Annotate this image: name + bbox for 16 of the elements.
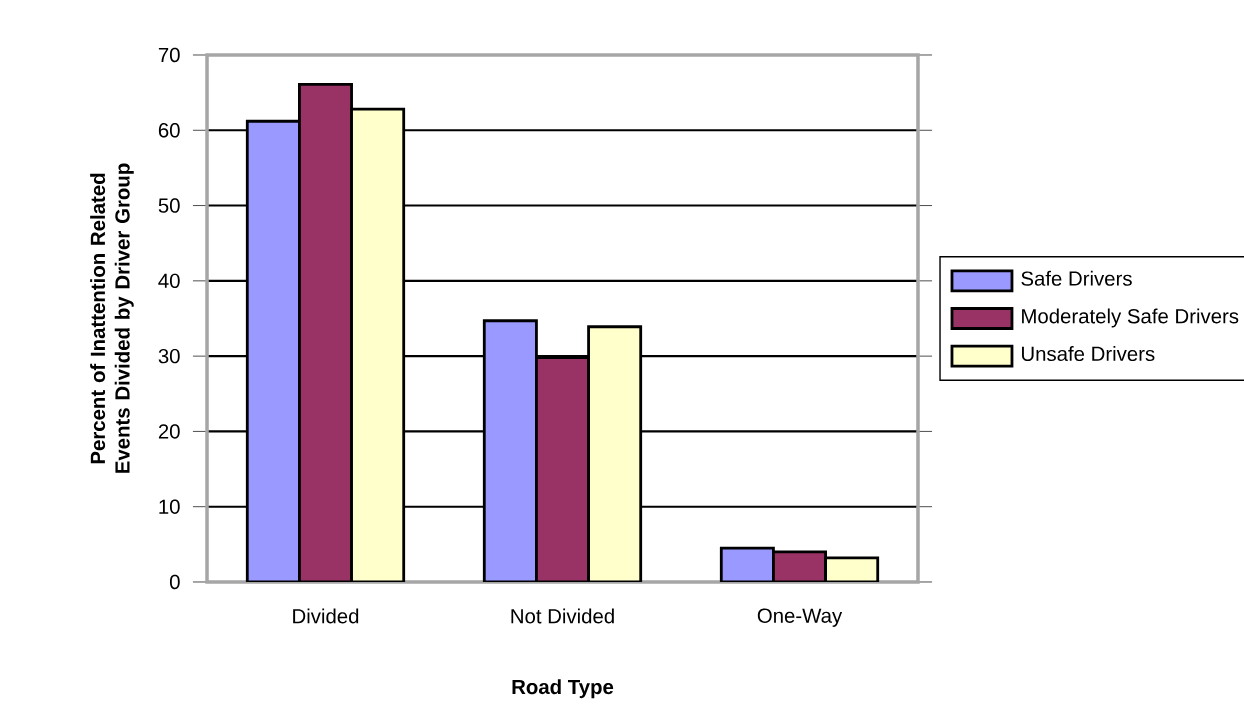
y-tick-label: 20 (158, 424, 180, 439)
y-tick-label: 30 (158, 348, 180, 364)
legend-label: Moderately Safe Drivers (1022, 308, 1239, 328)
y-tick-label: 60 (158, 123, 180, 138)
x-tick-label: Divided (293, 608, 359, 624)
y-tick-label: 40 (158, 273, 180, 289)
y-tick-label: 10 (159, 499, 180, 514)
legend-label: Safe Drivers (1021, 270, 1132, 286)
y-tick-label: 70 (158, 47, 180, 63)
y-tick-label: 50 (158, 198, 180, 213)
y-axis-title: Percent of Inattention Related Events Divided by Driver Group (90, 163, 134, 473)
y-tick-label: 0 (169, 574, 180, 590)
x-tick-label: One-Way (757, 608, 843, 627)
x-axis-title: Road Type (512, 679, 614, 699)
legend-label: Unsafe Drivers (1022, 346, 1155, 362)
x-tick-label: Not Divided (511, 608, 614, 624)
